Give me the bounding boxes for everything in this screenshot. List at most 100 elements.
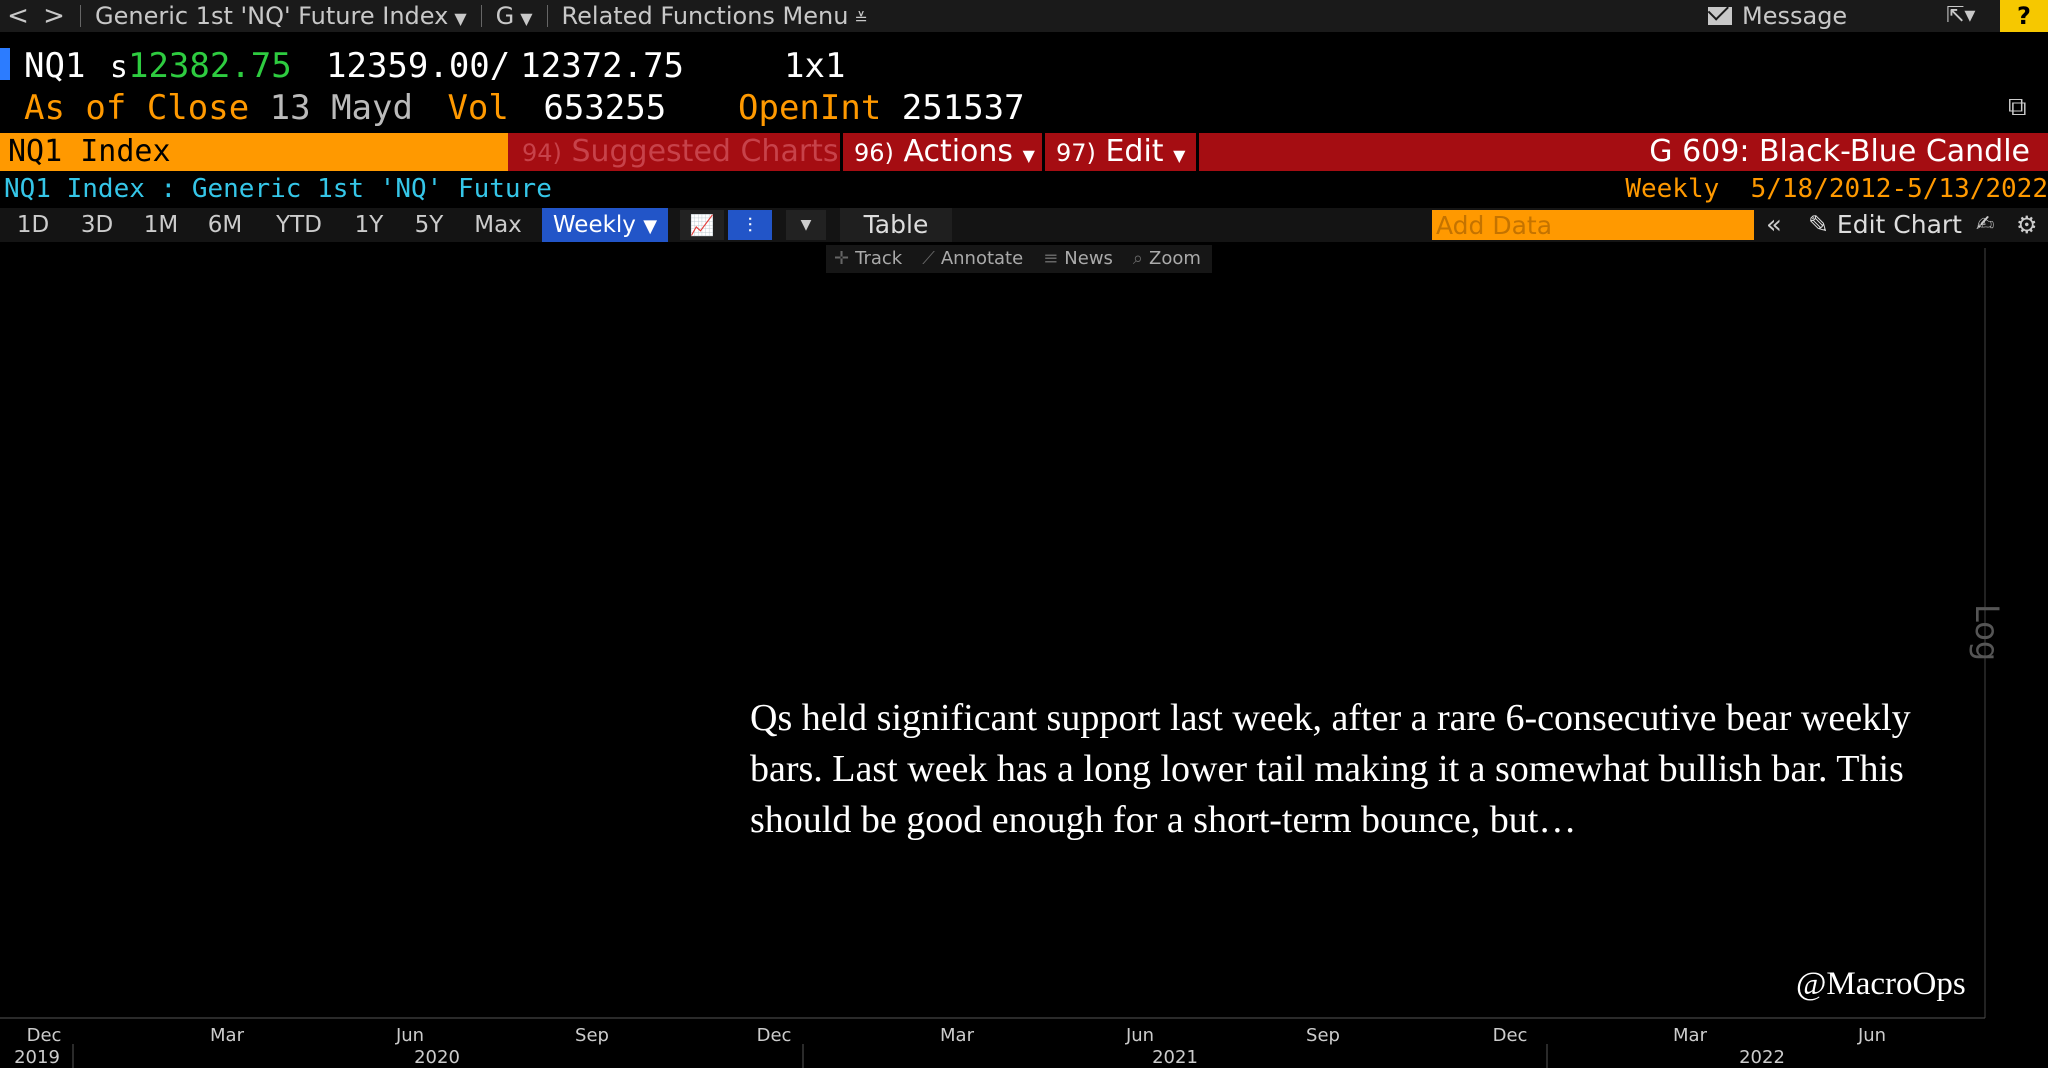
g-menu[interactable]: G ▼ <box>496 2 533 30</box>
track-button[interactable]: ✛ Track <box>826 245 914 273</box>
add-data-input[interactable] <box>1432 210 1754 240</box>
security-menu[interactable]: Generic 1st 'NQ' Future Index ▼ <box>95 2 467 30</box>
x-month-label: Dec <box>1493 1025 1528 1046</box>
divider <box>480 5 482 27</box>
x-month-label: Mar <box>940 1025 975 1046</box>
related-functions-menu[interactable]: Related Functions Menu ≚ <box>562 2 868 30</box>
security-menu-label: Generic 1st 'NQ' Future Index <box>95 2 449 30</box>
collapse-icon[interactable]: « <box>1766 210 1782 240</box>
x-month-label: Jun <box>395 1025 424 1046</box>
annotate-button[interactable]: ⟋ Annotate <box>914 245 1035 273</box>
chart-mini-toolbar: ✛ Track ⟋ Annotate ≡ News ⌕ Zoom <box>826 245 1212 273</box>
bid-ask-separator: / <box>489 46 511 86</box>
period-select-label: Weekly <box>552 212 636 238</box>
actions-button[interactable]: 96) Actions ▼ <box>844 133 1040 171</box>
x-month-label: Mar <box>1673 1025 1708 1046</box>
x-year-label: 2022 <box>1739 1047 1785 1068</box>
caret-down-icon: ▼ <box>520 9 533 28</box>
x-year-label: 2020 <box>414 1047 460 1068</box>
security-description: NQ1 Index : Generic 1st 'NQ' Future <box>4 174 552 204</box>
divider <box>840 133 843 171</box>
suggested-charts-button[interactable]: 94) Suggested Charts <box>512 133 840 171</box>
edit-button[interactable]: 97) Edit ▼ <box>1046 133 1196 171</box>
edit-chart-button[interactable]: ✎ Edit Chart <box>1808 208 1962 242</box>
forward-button[interactable]: > <box>43 1 65 31</box>
zoom-label: Zoom <box>1149 248 1201 269</box>
x-month-label: Dec <box>757 1025 792 1046</box>
g-menu-label: G <box>495 2 515 30</box>
ask-price: 12372.75 <box>520 46 685 86</box>
chart-type-dropdown-icon[interactable]: ▼ <box>786 210 826 240</box>
date-range-value: 5/18/2012-5/13/2022 <box>1750 174 2048 204</box>
suggested-num: 94) <box>522 139 562 167</box>
news-label: News <box>1064 248 1113 269</box>
edit-num: 97) <box>1056 139 1096 167</box>
watermark-handle: @MacroOps <box>1796 966 1966 1002</box>
crosshair-icon: ✛ <box>834 248 850 269</box>
news-button[interactable]: ≡ News <box>1035 245 1125 273</box>
divider <box>1042 133 1045 171</box>
x-month-label: Sep <box>575 1025 609 1046</box>
tf-max[interactable]: Max <box>474 212 522 238</box>
table-button[interactable]: Table <box>840 208 952 242</box>
candle-chart-icon[interactable]: ⫶ <box>728 210 772 240</box>
help-button[interactable]: ? <box>2000 0 2048 32</box>
log-scale-label: Log <box>1968 604 2006 662</box>
tf-ytd[interactable]: YTD <box>276 212 322 238</box>
date-range[interactable]: Weekly 5/18/2012-5/13/2022 <box>1625 174 2048 204</box>
as-of-label: As of Close <box>24 88 250 128</box>
zoom-button[interactable]: ⌕ Zoom <box>1125 245 1213 273</box>
x-year-label: 2021 <box>1152 1047 1198 1068</box>
annotate-edit-icon[interactable]: ✍ <box>1976 212 1995 237</box>
bid-price: 12359.00 <box>326 46 490 86</box>
double-chevron-down-icon: ≚ <box>854 9 868 28</box>
list-icon: ≡ <box>1043 248 1059 269</box>
openint-label: OpenInt <box>738 88 882 128</box>
tf-1y[interactable]: 1Y <box>354 212 384 238</box>
ticker-box[interactable]: NQ1 Index <box>0 133 508 171</box>
suggested-label: Suggested Charts <box>571 134 839 169</box>
chart-template-title: G 609: Black-Blue Candle <box>1649 134 2030 169</box>
period-select[interactable]: Weekly ▼ <box>542 208 668 242</box>
x-year-label: 2019 <box>14 1047 60 1068</box>
openint: OpenInt 251537 <box>738 88 1025 128</box>
tf-5y[interactable]: 5Y <box>414 212 444 238</box>
pencil-icon: ✎ <box>1808 210 1829 239</box>
tf-1d[interactable]: 1D <box>16 212 50 238</box>
periodicity-label: Weekly <box>1625 174 1720 204</box>
divider <box>80 5 81 27</box>
related-functions-label: Related Functions Menu <box>561 2 849 30</box>
message-label: Message <box>1742 2 1848 30</box>
back-button[interactable]: < <box>7 1 29 31</box>
chart-note: Qs held significant support last week, a… <box>750 697 1911 841</box>
popout-icon[interactable]: ⧉ <box>2008 92 2027 122</box>
x-month-label: Mar <box>210 1025 245 1046</box>
tf-1m[interactable]: 1M <box>143 212 179 238</box>
envelope-icon <box>1708 7 1732 25</box>
message-button[interactable]: Message <box>1708 0 1847 32</box>
tf-3d[interactable]: 3D <box>80 212 114 238</box>
track-label: Track <box>855 248 903 269</box>
caret-down-icon: ▼ <box>1173 146 1186 165</box>
active-marker <box>0 48 10 80</box>
openint-value: 251537 <box>901 88 1025 128</box>
x-month-label: Jun <box>1857 1025 1886 1046</box>
stats-line: As of Close 13 Mayd Vol 653255 <box>24 88 666 128</box>
magnifier-icon: ⌕ <box>1132 248 1144 269</box>
price-chart[interactable]: 7000800090001000015000DecMarJunSepDecMar… <box>0 248 2048 1068</box>
tf-6m[interactable]: 6M <box>207 212 243 238</box>
quote-line: NQ1 s12382.75 <box>24 46 292 86</box>
top-nav-bar: < > Generic 1st 'NQ' Future Index ▼ G ▼ Re… <box>0 0 2048 32</box>
line-chart-icon[interactable]: 📈 <box>680 210 724 240</box>
axes: 7000800090001000015000DecMarJunSepDecMar… <box>0 248 1986 1068</box>
divider <box>1196 133 1199 171</box>
bid-ask: 12359.00/12372.75 <box>326 46 684 86</box>
divider <box>546 5 548 27</box>
gear-icon[interactable]: ⚙ <box>2016 211 2038 239</box>
last-price: 12382.75 <box>127 46 292 86</box>
x-month-label: Sep <box>1306 1025 1340 1046</box>
export-icon[interactable]: ⇱▾ <box>1946 3 1976 28</box>
edit-label: Edit <box>1105 134 1164 169</box>
edit-chart-label: Edit Chart <box>1836 210 1962 239</box>
quote-ticker: NQ1 <box>24 46 86 86</box>
